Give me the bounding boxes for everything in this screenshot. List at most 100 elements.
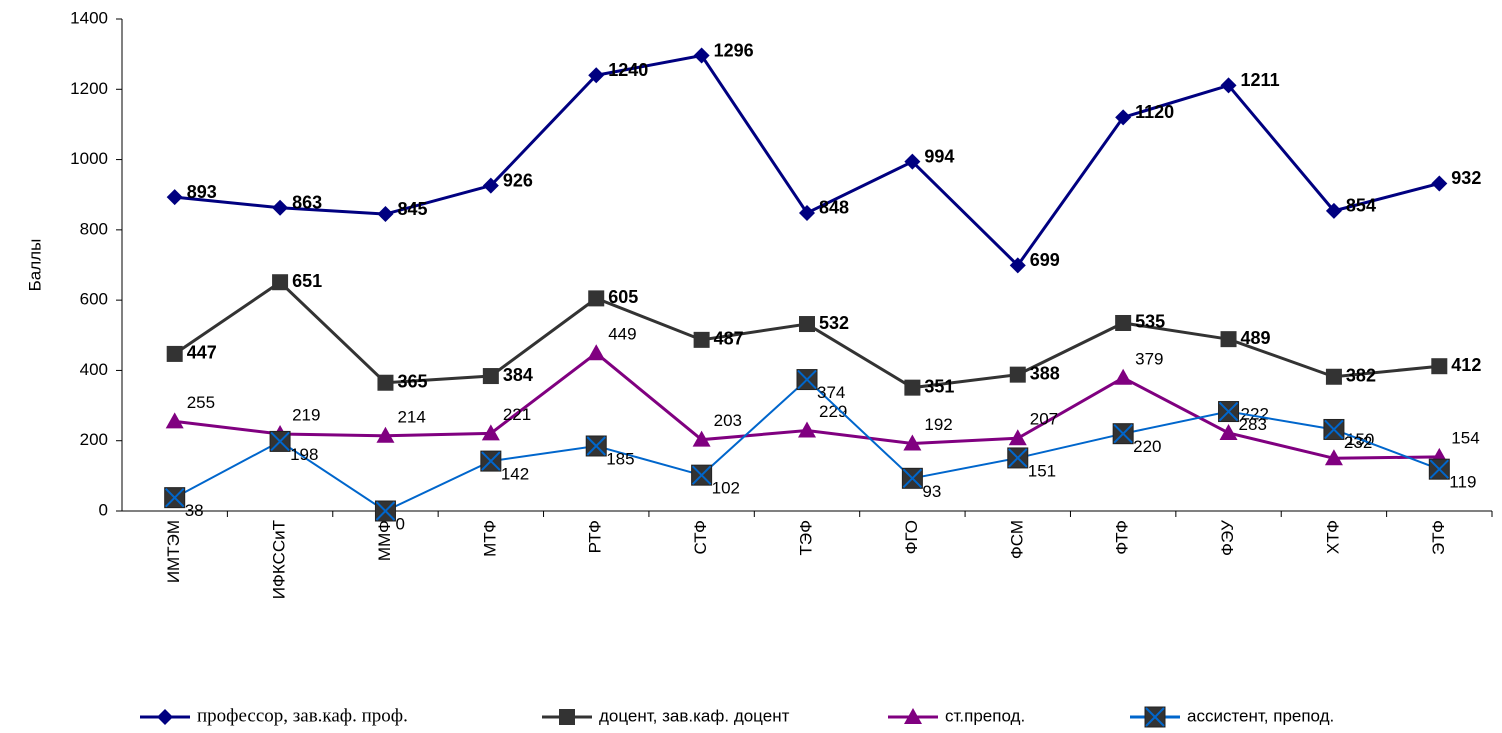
x-tick-label: ЭТФ — [1429, 520, 1448, 555]
data-label: 382 — [1346, 366, 1376, 386]
marker — [482, 177, 499, 194]
marker — [587, 344, 606, 361]
data-label: 192 — [924, 415, 952, 434]
marker — [1220, 77, 1237, 94]
marker — [796, 369, 818, 391]
data-label: 447 — [187, 343, 217, 363]
data-label: 863 — [292, 192, 322, 212]
marker-cross — [270, 431, 290, 452]
data-label: 699 — [1030, 250, 1060, 270]
marker — [377, 374, 394, 391]
marker-cross — [1218, 401, 1239, 422]
y-tick-label: 600 — [80, 290, 108, 309]
marker — [272, 199, 289, 216]
marker — [481, 424, 500, 441]
marker — [269, 430, 291, 452]
data-label: 845 — [397, 199, 427, 219]
data-label: 412 — [1451, 355, 1481, 375]
data-label: 221 — [503, 405, 531, 424]
marker — [1115, 314, 1132, 331]
data-label: 532 — [819, 313, 849, 333]
data-label: 203 — [714, 411, 742, 430]
legend-label: доцент, зав.каф. доцент — [599, 706, 790, 725]
legend-label: профессор, зав.каф. проф. — [197, 705, 408, 726]
marker — [272, 274, 289, 291]
marker-cross — [797, 369, 817, 390]
data-label: 38 — [185, 501, 204, 520]
data-label: 651 — [292, 271, 322, 291]
x-tick-label: МТФ — [480, 520, 499, 557]
x-tick-label: ФСМ — [1007, 520, 1026, 559]
data-label: 154 — [1451, 428, 1479, 447]
data-label: 151 — [1028, 461, 1056, 480]
marker-cross — [1113, 423, 1133, 444]
x-tick-label: ХТФ — [1323, 520, 1342, 554]
data-label: 351 — [924, 376, 954, 396]
marker — [1144, 706, 1166, 728]
marker — [901, 467, 923, 489]
marker — [1431, 175, 1448, 192]
marker — [1324, 449, 1343, 466]
data-label: 207 — [1030, 410, 1058, 429]
marker — [692, 430, 711, 447]
marker-cross — [691, 465, 712, 485]
marker-cross — [586, 436, 606, 456]
data-label: 232 — [1344, 433, 1372, 452]
marker-cross — [164, 487, 185, 508]
data-label: 994 — [924, 146, 954, 166]
marker-cross — [1008, 448, 1028, 468]
legend-label: ст.препод. — [945, 706, 1025, 725]
y-tick-label: 1000 — [70, 149, 108, 168]
data-label: 220 — [1133, 437, 1161, 456]
data-label: 222 — [1241, 404, 1269, 423]
marker — [374, 500, 396, 522]
marker — [585, 435, 607, 457]
marker — [377, 206, 394, 223]
data-label: 255 — [187, 393, 215, 412]
marker-cross — [375, 501, 396, 521]
marker — [1008, 429, 1027, 446]
marker — [166, 345, 183, 362]
data-label: 102 — [712, 479, 740, 498]
marker — [1428, 458, 1450, 480]
marker — [904, 153, 921, 170]
data-label: 229 — [819, 402, 847, 421]
data-label: 185 — [606, 449, 634, 468]
x-tick-label: ФТФ — [1113, 520, 1132, 555]
marker — [691, 464, 713, 486]
data-label: 1240 — [608, 60, 648, 80]
data-label: 379 — [1135, 349, 1163, 368]
marker — [1112, 423, 1134, 445]
x-tick-label: ФГО — [902, 520, 921, 554]
marker-cross — [1145, 707, 1165, 727]
x-tick-label: ИМТЭМ — [164, 520, 183, 583]
marker — [164, 487, 186, 509]
marker — [903, 434, 922, 451]
marker — [559, 709, 575, 725]
data-label: 283 — [1239, 415, 1267, 434]
data-label: 449 — [608, 325, 636, 344]
data-label: 848 — [819, 198, 849, 218]
data-label: 93 — [922, 482, 941, 501]
data-label: 1296 — [714, 40, 754, 60]
data-label: 198 — [290, 445, 318, 464]
y-tick-label: 800 — [80, 219, 108, 238]
marker — [1218, 401, 1240, 423]
marker — [799, 316, 815, 333]
data-label: 142 — [501, 465, 529, 484]
data-label: 1211 — [1241, 70, 1280, 90]
marker-cross — [1324, 419, 1344, 440]
marker — [1009, 257, 1026, 274]
marker — [693, 47, 710, 64]
marker — [1219, 423, 1238, 440]
y-tick-label: 1400 — [70, 8, 108, 27]
data-label: 384 — [503, 365, 533, 385]
data-label: 854 — [1346, 196, 1376, 216]
series-line — [174, 378, 1440, 513]
marker — [904, 379, 921, 396]
marker — [1323, 418, 1345, 440]
data-label: 1120 — [1135, 102, 1174, 122]
data-label: 219 — [292, 406, 320, 425]
data-label: 388 — [1030, 363, 1060, 383]
